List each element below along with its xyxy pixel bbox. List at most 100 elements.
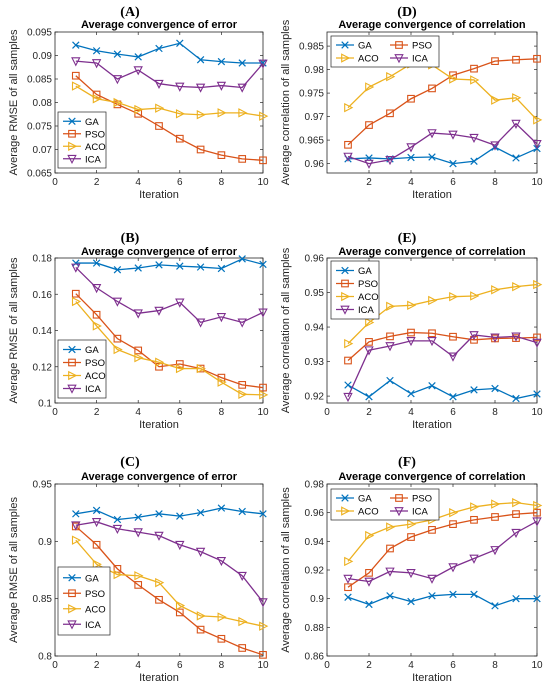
data-point — [344, 381, 352, 389]
legend-marker — [68, 589, 76, 598]
data-point — [407, 597, 415, 606]
series-ga — [344, 376, 541, 403]
series-ica — [71, 263, 268, 328]
data-point — [259, 510, 267, 518]
y-tick-label: 0.975 — [299, 89, 324, 100]
data-point — [217, 373, 226, 382]
x-tick-label: 0 — [324, 407, 330, 418]
series-line-pso — [347, 512, 538, 588]
legend-label: ICA — [412, 507, 429, 518]
x-tick-label: 0 — [52, 177, 58, 188]
data-point — [238, 616, 248, 627]
legend-marker — [341, 266, 349, 275]
data-point — [365, 338, 373, 346]
data-point — [512, 394, 520, 403]
y-tick-label: 0.94 — [305, 537, 325, 548]
data-point — [71, 521, 81, 531]
legend-marker — [68, 370, 78, 381]
legend-marker — [68, 141, 78, 151]
data-point — [92, 540, 101, 549]
chart-panel-4: (E)Average convergence of correlation 0 2 4… — [280, 231, 543, 431]
data-point — [216, 313, 227, 323]
chart-title: Average convergence of correlation — [338, 471, 526, 483]
data-point — [92, 559, 102, 569]
x-tick-label: 2 — [366, 660, 372, 671]
data-point — [238, 381, 247, 389]
data-point — [113, 334, 122, 343]
chart-panel-0: (A)Average convergence of error 0 2 4 6 8 10 0.… — [8, 5, 269, 201]
y-tick-label: 0.98 — [305, 65, 325, 76]
x-tick-label: 6 — [450, 177, 456, 188]
data-point — [343, 152, 353, 162]
data-point — [134, 104, 144, 115]
legend-marker — [394, 507, 404, 517]
data-point — [175, 540, 185, 551]
legend-label: PSO — [85, 589, 105, 600]
data-point — [469, 554, 479, 564]
data-point — [491, 384, 499, 393]
x-tick-label: 6 — [450, 407, 456, 418]
series-ica — [343, 331, 542, 403]
data-point — [449, 507, 459, 518]
data-point — [470, 335, 478, 344]
data-point — [386, 376, 394, 385]
x-tick-label: 2 — [366, 407, 372, 418]
data-point — [365, 393, 373, 401]
data-point — [532, 517, 542, 527]
series-ga — [72, 255, 267, 274]
data-point — [343, 392, 353, 403]
x-tick-label: 0 — [52, 660, 58, 671]
data-point — [134, 264, 142, 272]
data-point — [155, 103, 165, 113]
panel-label: (A) — [120, 5, 140, 20]
legend-marker — [68, 117, 76, 125]
data-point — [196, 363, 206, 374]
data-point — [512, 281, 522, 292]
data-point — [491, 602, 499, 610]
data-point — [71, 263, 81, 273]
series-line-ga — [75, 507, 264, 521]
chart-title: Average convergence of correlation — [338, 246, 526, 258]
data-point — [155, 510, 163, 518]
series-ga — [72, 39, 267, 67]
data-point — [196, 508, 205, 517]
data-point — [491, 285, 501, 295]
x-axis-label: Iteration — [412, 419, 452, 431]
data-point — [175, 600, 186, 611]
data-point — [491, 499, 501, 509]
legend-label: ICA — [358, 305, 375, 316]
data-point — [449, 520, 457, 528]
data-point — [533, 54, 541, 63]
data-point — [238, 389, 248, 400]
y-tick-label: 0.985 — [299, 42, 324, 53]
data-point — [113, 569, 123, 580]
legend-label: GA — [358, 494, 372, 505]
data-point — [72, 510, 80, 518]
legend-marker — [67, 154, 77, 165]
data-point — [176, 39, 184, 48]
data-point — [365, 317, 375, 328]
data-point — [91, 59, 102, 69]
legend-label: ICA — [412, 54, 429, 65]
data-point — [217, 151, 226, 159]
data-point — [113, 97, 123, 108]
plot-area-border — [54, 483, 264, 657]
data-point — [237, 318, 247, 328]
data-point — [385, 342, 395, 352]
data-point — [365, 530, 375, 541]
x-tick-label: 10 — [531, 407, 543, 418]
legend-label: GA — [358, 41, 372, 52]
legend-marker — [341, 506, 351, 516]
data-point — [112, 75, 123, 85]
y-tick-label: 0.09 — [33, 51, 53, 62]
data-point — [407, 94, 415, 103]
data-point — [469, 331, 479, 341]
legend-label: GA — [85, 573, 99, 584]
data-point — [470, 157, 478, 165]
x-axis-label: Iteration — [139, 672, 179, 684]
legend-label: ACO — [358, 54, 379, 65]
legend-marker — [341, 494, 349, 502]
series-pso — [344, 328, 541, 365]
x-tick-label: 10 — [531, 177, 543, 188]
series-line-ga — [347, 593, 537, 607]
